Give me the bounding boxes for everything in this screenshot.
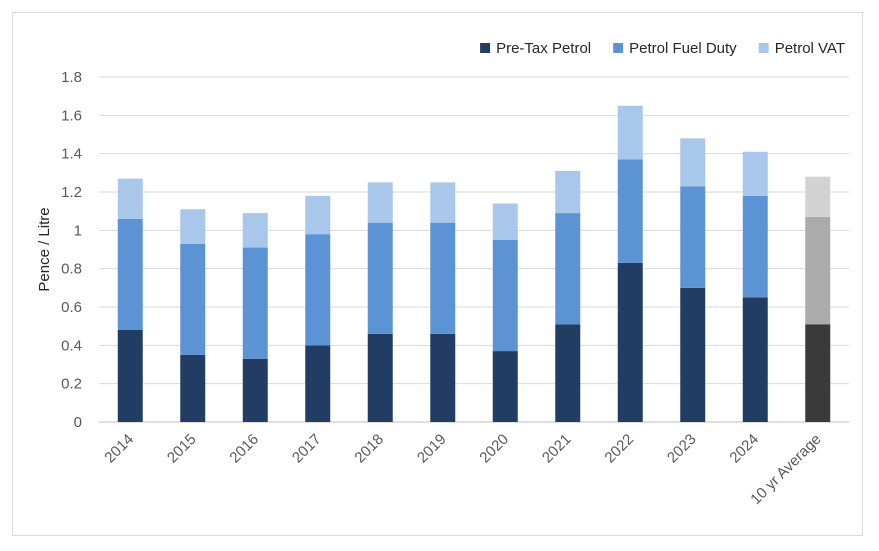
x-tick-label: 2019 bbox=[414, 431, 450, 467]
bar-segment bbox=[555, 170, 581, 214]
legend-item: Petrol VAT bbox=[758, 40, 845, 57]
x-tick-label: 2016 bbox=[226, 431, 262, 467]
bar-segment bbox=[680, 287, 706, 422]
legend-swatch bbox=[613, 43, 624, 53]
bar-segment bbox=[555, 324, 581, 422]
x-tick-label: 2022 bbox=[601, 431, 637, 467]
y-tick-label: 0.2 bbox=[61, 376, 82, 393]
bar-segment bbox=[180, 243, 206, 355]
bar-segment bbox=[117, 178, 143, 219]
bar-segment bbox=[617, 159, 643, 263]
x-tick-label: 2020 bbox=[476, 431, 512, 467]
legend-swatch bbox=[758, 43, 769, 53]
y-axis-ticks: 0 0.2 0.4 0.6 0.8 1 1.2 1.4 1.6 1.8 bbox=[61, 69, 82, 431]
y-tick-label: 1.8 bbox=[61, 69, 82, 86]
bar-segment bbox=[242, 213, 268, 248]
bar-segment bbox=[492, 203, 518, 240]
y-tick-label: 1.2 bbox=[61, 184, 82, 201]
bar-segment bbox=[367, 222, 393, 334]
y-tick-label: 0 bbox=[74, 414, 82, 431]
bar-segment bbox=[242, 247, 268, 359]
y-axis-title: Pence / Litre bbox=[36, 207, 53, 291]
bar-segment bbox=[680, 186, 706, 288]
stacked-bar-chart: 00.20.40.60.811.21.41.61.8 2014 2015 2016 2… bbox=[36, 40, 849, 508]
legend-swatch bbox=[480, 43, 491, 53]
bars bbox=[117, 105, 831, 422]
legend: Pre-Tax Petrol Petrol Fuel Duty Petrol VAT bbox=[480, 40, 845, 57]
x-axis-ticks: 2014 2015 2016 2017 2018 2019 2020 2021 2022 2023… bbox=[101, 431, 824, 508]
bar-segment bbox=[617, 262, 643, 422]
x-tick-label: 2015 bbox=[164, 431, 200, 467]
gridlines bbox=[99, 76, 849, 423]
bar-segment bbox=[305, 345, 331, 422]
bar-segment bbox=[305, 234, 331, 346]
bar-segment bbox=[430, 222, 456, 334]
bar-segment bbox=[742, 151, 768, 196]
bar-segment bbox=[617, 105, 643, 160]
y-tick-label: 0.4 bbox=[61, 337, 82, 354]
bar-segment bbox=[680, 138, 706, 187]
bar-segment bbox=[242, 358, 268, 422]
bar-segment bbox=[742, 195, 768, 298]
bar-segment bbox=[805, 324, 831, 422]
bar-segment bbox=[305, 195, 331, 235]
y-tick-label: 0.8 bbox=[61, 261, 82, 278]
legend-item: Petrol Fuel Duty bbox=[613, 40, 737, 57]
y-tick-label: 1 bbox=[74, 222, 82, 239]
x-tick-label: 2018 bbox=[351, 431, 387, 467]
bar-segment bbox=[555, 213, 581, 325]
chart-frame: 0 0.2 0.4 0.6 0.8 1 1.2 1.4 1.6 1.8 2014 2015 2016 2… bbox=[12, 12, 863, 536]
x-tick-label: 2021 bbox=[539, 431, 575, 467]
bar-segment bbox=[117, 330, 143, 422]
y-tick-label: 1.4 bbox=[61, 146, 82, 163]
bar-segment bbox=[117, 218, 143, 330]
bar-segment bbox=[492, 351, 518, 422]
bar-segment bbox=[805, 216, 831, 325]
bar-segment bbox=[430, 182, 456, 223]
bar-segment bbox=[492, 239, 518, 352]
legend-label: Pre-Tax Petrol bbox=[496, 40, 591, 57]
legend-item: Pre-Tax Petrol bbox=[480, 40, 591, 57]
x-tick-label: 2024 bbox=[726, 431, 762, 467]
x-tick-label: 2014 bbox=[101, 431, 137, 467]
y-tick-label: 0.6 bbox=[61, 299, 82, 316]
bar-segment bbox=[367, 333, 393, 422]
legend-label: Petrol Fuel Duty bbox=[629, 40, 737, 57]
bar-segment bbox=[367, 182, 393, 223]
legend-label: Petrol VAT bbox=[775, 40, 845, 57]
bar-segment bbox=[742, 297, 768, 422]
x-tick-label: 2023 bbox=[664, 431, 700, 467]
bar-segment bbox=[805, 176, 831, 217]
bar-segment bbox=[430, 333, 456, 422]
y-tick-label: 1.6 bbox=[61, 107, 82, 124]
bar-segment bbox=[180, 354, 206, 422]
bar-segment bbox=[180, 209, 206, 244]
x-tick-label: 2017 bbox=[289, 431, 325, 467]
